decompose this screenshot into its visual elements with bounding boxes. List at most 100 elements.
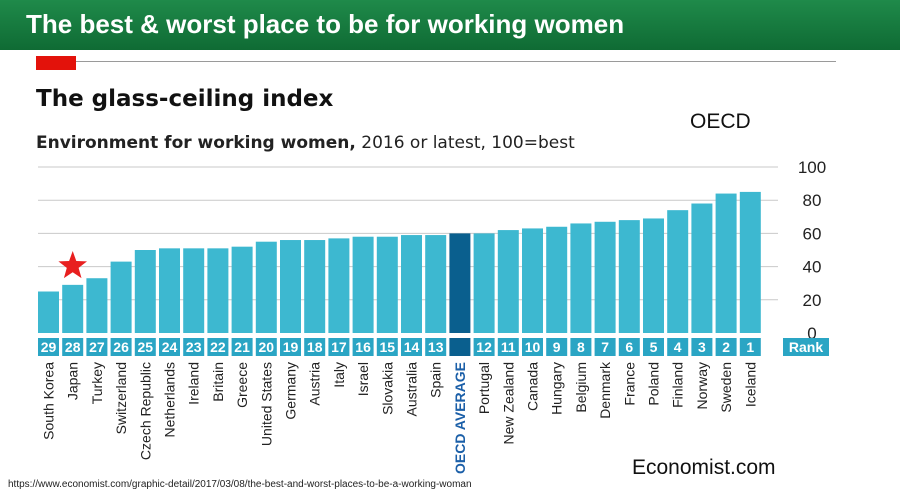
category-label: Finland <box>670 362 686 408</box>
rank-label: 28 <box>65 339 81 355</box>
subtitle-bold: Environment for working women, <box>36 133 356 153</box>
rank-box <box>618 338 640 356</box>
rank-box <box>280 338 301 356</box>
rank-label: 23 <box>186 339 202 355</box>
bar <box>183 248 205 333</box>
subtitle-rest: 2016 or latest, 100=best <box>355 133 575 153</box>
rank-label: 18 <box>307 339 323 355</box>
bar <box>473 233 495 333</box>
banner-title: The best & worst place to be for working… <box>26 9 625 39</box>
category-label: Britain <box>210 362 226 402</box>
rank-label: 11 <box>501 339 516 355</box>
rank-box <box>86 338 108 356</box>
rank-label: 14 <box>404 339 420 355</box>
rank-label: 20 <box>259 339 275 355</box>
bar <box>643 218 664 333</box>
category-label: Netherlands <box>162 362 178 438</box>
category-label: Turkey <box>89 362 105 404</box>
rank-label: 19 <box>283 339 299 355</box>
rank-label: 25 <box>138 339 154 355</box>
rank-label: 8 <box>577 339 585 355</box>
category-label: Hungary <box>549 362 565 415</box>
category-label: Germany <box>283 362 299 420</box>
rank-label: 15 <box>380 339 396 355</box>
rank-header-label: Rank <box>789 339 823 355</box>
category-label: Poland <box>646 362 662 406</box>
bar <box>255 241 277 333</box>
bar <box>38 291 59 333</box>
rank-box <box>667 338 689 356</box>
bar <box>618 220 640 333</box>
y-tick-label: 0 <box>807 324 816 343</box>
bar <box>522 228 543 333</box>
bar <box>449 233 471 333</box>
divider-rule <box>36 61 836 62</box>
category-label: Norway <box>694 362 710 409</box>
rank-label: 7 <box>601 339 609 355</box>
category-label: United States <box>258 362 274 446</box>
category-label: Canada <box>525 362 541 411</box>
bar <box>304 240 326 333</box>
rank-box <box>522 338 543 356</box>
rank-label: 17 <box>331 339 347 355</box>
category-label: Italy <box>331 362 347 388</box>
rank-label: 10 <box>525 339 541 355</box>
bar <box>62 284 84 333</box>
y-tick-label: 60 <box>803 224 822 243</box>
bar <box>739 191 761 333</box>
star-icon <box>58 251 87 279</box>
y-tick-label: 100 <box>798 158 826 177</box>
bar <box>134 250 156 333</box>
bar <box>691 203 713 333</box>
rank-box <box>38 338 59 356</box>
rank-label: 13 <box>428 339 444 355</box>
rank-box <box>401 338 422 356</box>
rank-box <box>304 338 326 356</box>
header-banner: The best & worst place to be for working… <box>0 0 900 50</box>
category-label: Ireland <box>186 362 202 405</box>
bar <box>497 230 519 333</box>
bar <box>570 223 592 333</box>
rank-box <box>643 338 664 356</box>
category-label: Slovakia <box>379 362 395 415</box>
rank-box <box>134 338 156 356</box>
rank-box <box>328 338 350 356</box>
rank-label: 26 <box>113 339 129 355</box>
source-url: https://www.economist.com/graphic-detail… <box>8 479 472 490</box>
category-label: Austria <box>307 362 323 406</box>
rank-box <box>497 338 519 356</box>
category-label: Belgium <box>573 362 589 413</box>
rank-box <box>715 338 737 356</box>
chart-subtitle: Environment for working women, 2016 or l… <box>36 133 575 153</box>
category-label: Australia <box>404 362 420 417</box>
bar <box>425 235 447 333</box>
rank-label: 5 <box>650 339 658 355</box>
rank-box <box>255 338 277 356</box>
rank-label: 29 <box>41 339 57 355</box>
oecd-tag: OECD <box>690 110 751 133</box>
category-label: Czech Republic <box>137 362 153 460</box>
rank-box <box>159 338 180 356</box>
bar <box>280 240 301 333</box>
rank-box <box>739 338 761 356</box>
bar <box>86 278 108 333</box>
category-label: Sweden <box>718 362 734 413</box>
category-label: OECD AVERAGE <box>452 362 468 474</box>
category-label: Portugal <box>476 362 492 414</box>
source-label: Economist.com <box>632 456 776 479</box>
category-label: France <box>621 362 637 406</box>
rank-box <box>376 338 398 356</box>
rank-label: 2 <box>722 339 730 355</box>
chart-title: The glass-ceiling index <box>36 86 334 112</box>
bar <box>376 236 398 333</box>
rank-box <box>207 338 229 356</box>
rank-box <box>546 338 568 356</box>
bar <box>667 210 689 333</box>
rank-box <box>425 338 447 356</box>
rank-label: 16 <box>355 339 371 355</box>
y-tick-label: 80 <box>803 191 822 210</box>
rank-box <box>231 338 253 356</box>
rank-label: 27 <box>89 339 105 355</box>
category-label: Spain <box>428 362 444 398</box>
